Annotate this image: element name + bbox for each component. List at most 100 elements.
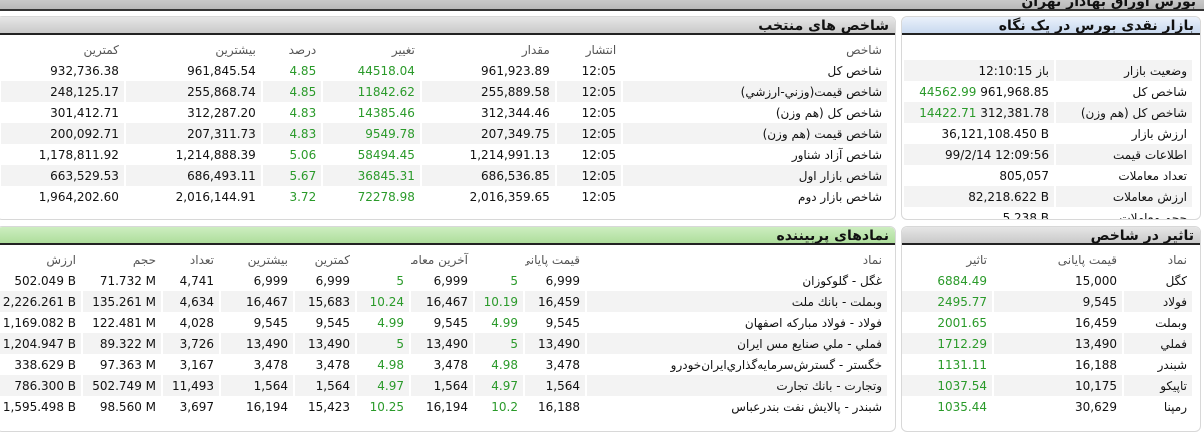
row-name[interactable]: وبملت [1155, 315, 1187, 330]
column-header: قیمت پایانی [1057, 252, 1117, 267]
cell: 4.83 [262, 123, 322, 144]
row-name[interactable]: فملي - ملي صنايع مس ايران [587, 333, 887, 354]
index-impact-table: نماد قیمت پایانی تاثیر كگل 15,000 6884.49 فولا… [902, 249, 1194, 417]
table-row[interactable]: فولاد - فولاد مباركه اصفهان 9,545 4.99 9,54… [0, 312, 887, 333]
row-name[interactable]: شاخص قيمت (هم وزن) [623, 123, 887, 144]
table-row[interactable]: شاخص کل 12:05 961,923.89 44518.04 4.85 961,84… [1, 60, 887, 81]
row-name[interactable]: شاخص بازار اول [623, 165, 887, 186]
table-row[interactable]: شاخص کل (هم وزن) 12:05 312,344.46 14385.46 4… [1, 102, 887, 123]
table-row[interactable]: رمپنا 30,629 1035.44 [902, 396, 1192, 417]
row-label: شاخص کل [1132, 84, 1187, 99]
row-name[interactable]: خگستر - گسترش‌سرمايه‌گذاري‌ايران‌خودرو [670, 357, 882, 372]
row-name[interactable]: شاخص کل [827, 63, 882, 78]
cell: 5 [510, 273, 518, 288]
row-label: شاخص کل (هم وزن) [1056, 102, 1192, 123]
cell: 10,175 [994, 375, 1122, 396]
cell: 786.300 B [0, 375, 81, 396]
table-row[interactable]: فولاد 9,545 2495.77 [902, 291, 1192, 312]
top-symbols-panel: نمادهای پربیننده نماد قیمت پایانی آخرین مع… [0, 226, 896, 432]
row-name[interactable]: فملي [1124, 333, 1192, 354]
table-row[interactable]: شاخص بازار دوم 12:05 2,016,359.65 72278.98 3… [1, 186, 887, 207]
row-name[interactable]: كگل [1165, 273, 1187, 288]
column-header: بیشترین [215, 42, 256, 57]
column-header [475, 249, 523, 270]
table-row: ارزش بازار 36,121,108.450 B [904, 123, 1192, 144]
cell: 4,028 [179, 315, 214, 330]
market-glance-header: بازار نقدی بورس در یک نگاه [902, 17, 1200, 35]
cell: 10.24 [357, 291, 409, 312]
row-name[interactable]: شاخص آزاد شناور [791, 147, 882, 162]
row-name[interactable]: فولاد - فولاد مباركه اصفهان [744, 315, 882, 330]
column-header [357, 249, 409, 270]
row-name[interactable]: غگل - گلوكوزان [802, 273, 882, 288]
table-row[interactable]: شاخص بازار اول 12:05 686,536.85 36845.31 5.6… [1, 165, 887, 186]
row-name[interactable]: فولاد [1124, 291, 1192, 312]
cell: 3,697 [179, 399, 214, 414]
row-name[interactable]: شاخص قيمت(وزني-ارزشي) [623, 81, 887, 102]
cell: 71.732 M [99, 273, 156, 288]
cell: 9,545 [994, 291, 1122, 312]
table-row[interactable]: تاپيكو 10,175 1037.54 [902, 375, 1192, 396]
panel-title: نمادهای پربیننده [776, 228, 889, 244]
market-glance-panel: بازار نقدی بورس در یک نگاه وضعيت بازار ب… [901, 16, 1201, 220]
cell: 12:05 [581, 63, 617, 78]
cell: 16,194 [426, 399, 468, 414]
table-row[interactable]: كگل 15,000 6884.49 [902, 270, 1192, 291]
row-name[interactable]: تاپيكو [1124, 375, 1192, 396]
table-row[interactable]: شاخص قيمت(وزني-ارزشي) 12:05 255,889.58 1184… [1, 81, 887, 102]
table-row[interactable]: غگل - گلوكوزان 6,999 5 6,999 5 6,999 6,999 4,74… [0, 270, 887, 291]
cell: 6,999 [433, 273, 468, 288]
cell: 16,467 [411, 291, 473, 312]
app-title-bar: بورس اوراق بهادار تهران [0, 0, 1204, 11]
cell: 4.99 [491, 315, 518, 330]
top-symbols-header: نمادهای پربیننده [0, 227, 895, 245]
row-value: 44562.99 961,968.85 [904, 81, 1054, 102]
cell: 89.322 M [83, 333, 161, 354]
table-row[interactable]: شاخص قيمت (هم وزن) 12:05 207,349.75 9549.78… [1, 123, 887, 144]
cell: 1,214,888.39 [175, 147, 256, 162]
row-name[interactable]: وبملت - بانك ملت [587, 291, 887, 312]
cell: 312,287.20 [187, 105, 256, 120]
row-name[interactable]: شبندر [1157, 357, 1187, 372]
cell: 932,736.38 [50, 63, 119, 78]
column-header: انتشار [585, 42, 617, 57]
table-row: وضعيت بازار باز 12:10:15 [904, 60, 1192, 81]
cell: 9,545 [315, 315, 350, 330]
cell: 1712.29 [902, 333, 992, 354]
cell: 3,726 [163, 333, 219, 354]
column-header: قیمت پایانی [525, 252, 580, 267]
table-row[interactable]: وبملت 16,459 2001.65 [902, 312, 1192, 333]
table-row[interactable]: شبندر - پالايش نفت بندرعباس 16,188 10.2 16,… [0, 396, 887, 417]
cell: 13,490 [221, 333, 293, 354]
cell: 4.83 [289, 105, 317, 120]
cell: 1,964,202.60 [38, 189, 119, 204]
table-row[interactable]: فملي - ملي صنايع مس ايران 13,490 5 13,490 5 1… [0, 333, 887, 354]
table-row[interactable]: خگستر - گسترش‌سرمايه‌گذاري‌ايران‌خودرو 3,… [0, 354, 887, 375]
panel-title: شاخص های منتخب [758, 18, 889, 34]
table-row[interactable]: وبملت - بانك ملت 16,459 10.19 16,467 10.24 15… [0, 291, 887, 312]
row-label: ارزش معاملات [1056, 186, 1192, 207]
cell: 36845.31 [323, 165, 420, 186]
table-row[interactable]: شاخص آزاد شناور 12:05 1,214,991.13 58494.45… [1, 144, 887, 165]
row-label: حجم معاملات [1119, 210, 1187, 220]
column-header: ارزش [46, 252, 76, 267]
cell: 13,490 [411, 333, 473, 354]
row-name[interactable]: رمپنا [1163, 399, 1187, 414]
row-name[interactable]: شاخص بازار دوم [798, 189, 882, 204]
row-name[interactable]: شبندر - پالايش نفت بندرعباس [731, 399, 882, 414]
cell: 248,125.17 [1, 81, 124, 102]
cell: 5 [396, 273, 404, 288]
table-row[interactable]: وتجارت - بانك تجارت 1,564 4.97 1,564 4.97 1,5… [0, 375, 887, 396]
cell: 5.06 [289, 147, 317, 162]
cell: 1,564 [221, 375, 293, 396]
cell: 12:05 [581, 147, 617, 162]
table-row[interactable]: فملي 13,490 1712.29 [902, 333, 1192, 354]
row-name[interactable]: وتجارت - بانك تجارت [587, 375, 887, 396]
value: 36,121,108.450 B [941, 126, 1049, 141]
table-row[interactable]: شبندر 16,188 1131.11 [902, 354, 1192, 375]
cell: 16,188 [1075, 357, 1117, 372]
cell: 44518.04 [357, 63, 415, 78]
cell: 502.749 M [83, 375, 161, 396]
cell: 4.98 [377, 357, 404, 372]
row-name[interactable]: شاخص کل (هم وزن) [775, 105, 882, 120]
